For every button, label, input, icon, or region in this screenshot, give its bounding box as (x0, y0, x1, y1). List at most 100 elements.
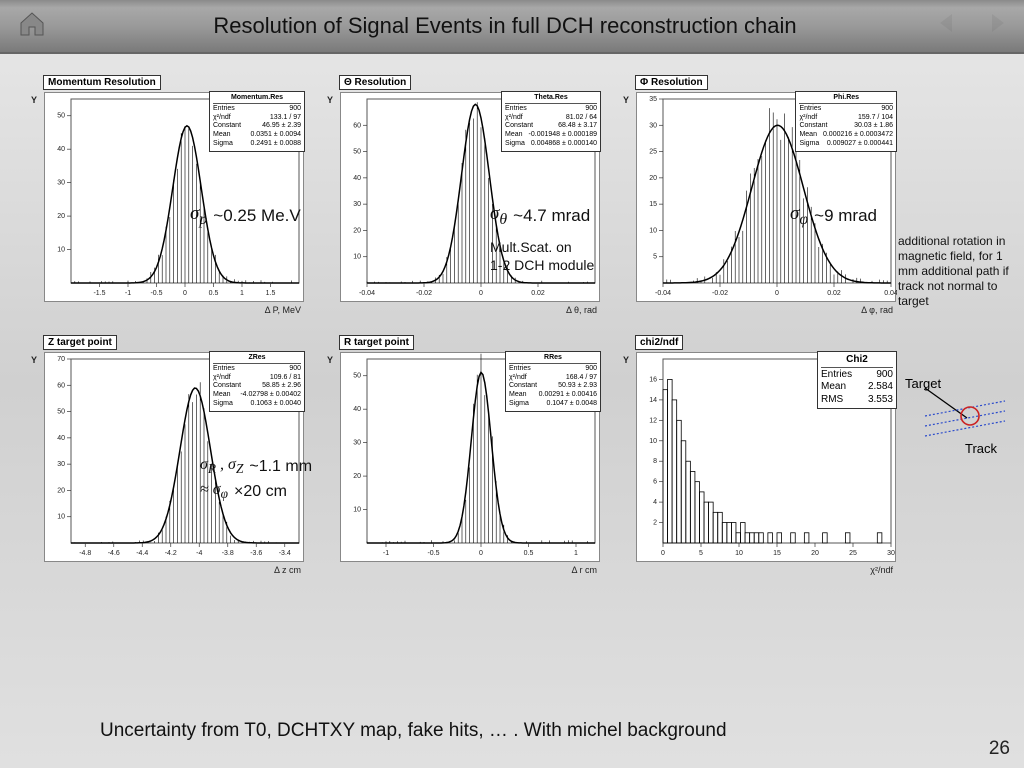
sigma-theta-annot: σθ ~4.7 mrad (490, 203, 590, 229)
svg-text:8: 8 (653, 458, 657, 465)
svg-text:10: 10 (353, 507, 361, 514)
svg-text:40: 40 (57, 435, 65, 442)
sigma-theta-value: ~4.7 mrad (513, 206, 590, 226)
svg-text:1: 1 (240, 290, 244, 297)
svg-text:10: 10 (57, 514, 65, 521)
svg-text:0.02: 0.02 (827, 290, 841, 297)
svg-text:4: 4 (653, 499, 657, 506)
svg-text:-4.6: -4.6 (108, 550, 120, 557)
svg-text:30: 30 (57, 180, 65, 187)
svg-text:-3.6: -3.6 (250, 550, 262, 557)
svg-text:50: 50 (353, 149, 361, 156)
slide-title: Resolution of Signal Events in full DCH … (46, 13, 1024, 39)
svg-text:10: 10 (353, 254, 361, 261)
plot-r-target: R target point RResEntries900χ²/ndf168.4… (340, 352, 600, 562)
plot-momentum: Momentum Resolution Momentum.ResEntries9… (44, 92, 304, 302)
nav-arrows[interactable] (934, 10, 1010, 36)
svg-text:1: 1 (574, 550, 578, 557)
track-label: Track (965, 441, 997, 456)
svg-text:-4: -4 (196, 550, 202, 557)
svg-text:-4.4: -4.4 (136, 550, 148, 557)
svg-text:0: 0 (183, 290, 187, 297)
sigma-p-annot: σp ~0.25 Me.V (190, 203, 301, 229)
sigma-phi-annot: σφ ~9 mrad (790, 203, 877, 229)
svg-text:-4.2: -4.2 (165, 550, 177, 557)
sigma-rz-value2: ×20 cm (234, 483, 287, 501)
svg-text:10: 10 (649, 227, 657, 234)
svg-text:50: 50 (353, 373, 361, 380)
plot-phi: Φ Resolution Phi.ResEntries900χ²/ndf159.… (636, 92, 896, 302)
svg-text:-3.4: -3.4 (279, 550, 291, 557)
svg-text:70: 70 (57, 356, 65, 363)
svg-text:-0.5: -0.5 (150, 290, 162, 297)
svg-text:30: 30 (353, 440, 361, 447)
svg-text:25: 25 (849, 550, 857, 557)
svg-text:15: 15 (773, 550, 781, 557)
svg-text:0.5: 0.5 (209, 290, 219, 297)
svg-text:-1.5: -1.5 (93, 290, 105, 297)
svg-text:10: 10 (735, 550, 743, 557)
svg-text:-0.5: -0.5 (427, 550, 439, 557)
target-label: Target (905, 376, 941, 391)
svg-text:50: 50 (57, 409, 65, 416)
svg-text:30: 30 (649, 122, 657, 129)
svg-text:60: 60 (353, 122, 361, 129)
svg-text:10: 10 (57, 247, 65, 254)
svg-text:14: 14 (649, 397, 657, 404)
svg-text:1.5: 1.5 (266, 290, 276, 297)
svg-text:30: 30 (57, 461, 65, 468)
svg-text:-0.02: -0.02 (712, 290, 728, 297)
svg-text:-4.8: -4.8 (79, 550, 91, 557)
svg-text:0.02: 0.02 (531, 290, 545, 297)
svg-text:12: 12 (649, 417, 657, 424)
top-bar: Resolution of Signal Events in full DCH … (0, 0, 1024, 54)
svg-text:5: 5 (653, 254, 657, 261)
svg-text:20: 20 (57, 487, 65, 494)
home-icon[interactable] (18, 11, 46, 42)
svg-text:60: 60 (57, 382, 65, 389)
mult-scat-note: Mult.Scat. on 1-2 DCH module (490, 239, 594, 274)
svg-text:0: 0 (775, 290, 779, 297)
svg-text:50: 50 (57, 113, 65, 120)
sigma-rz-annot: σR , σZ ~1.1 mm (200, 456, 312, 477)
content-area: Momentum Resolution Momentum.ResEntries9… (0, 56, 1024, 768)
sigma-rz-annot2: ≈ σφ ×20 cm (200, 481, 287, 502)
svg-text:0: 0 (479, 550, 483, 557)
svg-text:-0.04: -0.04 (359, 290, 375, 297)
svg-text:-1: -1 (383, 550, 389, 557)
footer-text: Uncertainty from T0, DCHTXY map, fake hi… (100, 720, 727, 742)
svg-text:40: 40 (57, 146, 65, 153)
svg-text:0.5: 0.5 (524, 550, 534, 557)
svg-text:20: 20 (353, 227, 361, 234)
svg-text:0.04: 0.04 (884, 290, 897, 297)
svg-text:10: 10 (649, 438, 657, 445)
sigma-rz-value: ~1.1 mm (249, 458, 312, 476)
sigma-p-value: ~0.25 Me.V (213, 206, 300, 226)
rotation-note: additional rotation in magnetic field, f… (898, 234, 1020, 309)
svg-text:20: 20 (353, 473, 361, 480)
svg-text:40: 40 (353, 175, 361, 182)
svg-text:30: 30 (887, 550, 895, 557)
svg-text:0: 0 (479, 290, 483, 297)
svg-text:20: 20 (811, 550, 819, 557)
svg-text:5: 5 (699, 550, 703, 557)
page-number: 26 (989, 738, 1010, 760)
svg-text:25: 25 (649, 149, 657, 156)
svg-text:-3.8: -3.8 (222, 550, 234, 557)
svg-text:16: 16 (649, 376, 657, 383)
svg-text:35: 35 (649, 96, 657, 103)
svg-text:40: 40 (353, 406, 361, 413)
target-sketch: Target Track (905, 376, 1015, 471)
svg-text:6: 6 (653, 479, 657, 486)
svg-text:-0.02: -0.02 (416, 290, 432, 297)
svg-text:30: 30 (353, 201, 361, 208)
svg-text:15: 15 (649, 201, 657, 208)
sigma-phi-value: ~9 mrad (814, 206, 877, 226)
svg-text:2: 2 (653, 520, 657, 527)
svg-text:20: 20 (649, 175, 657, 182)
svg-text:-1: -1 (125, 290, 131, 297)
svg-text:-0.04: -0.04 (655, 290, 671, 297)
svg-text:20: 20 (57, 213, 65, 220)
svg-text:0: 0 (661, 550, 665, 557)
plot-chi2: chi2/ndf Chi2Entries900Mean2.584RMS3.553… (636, 352, 896, 562)
